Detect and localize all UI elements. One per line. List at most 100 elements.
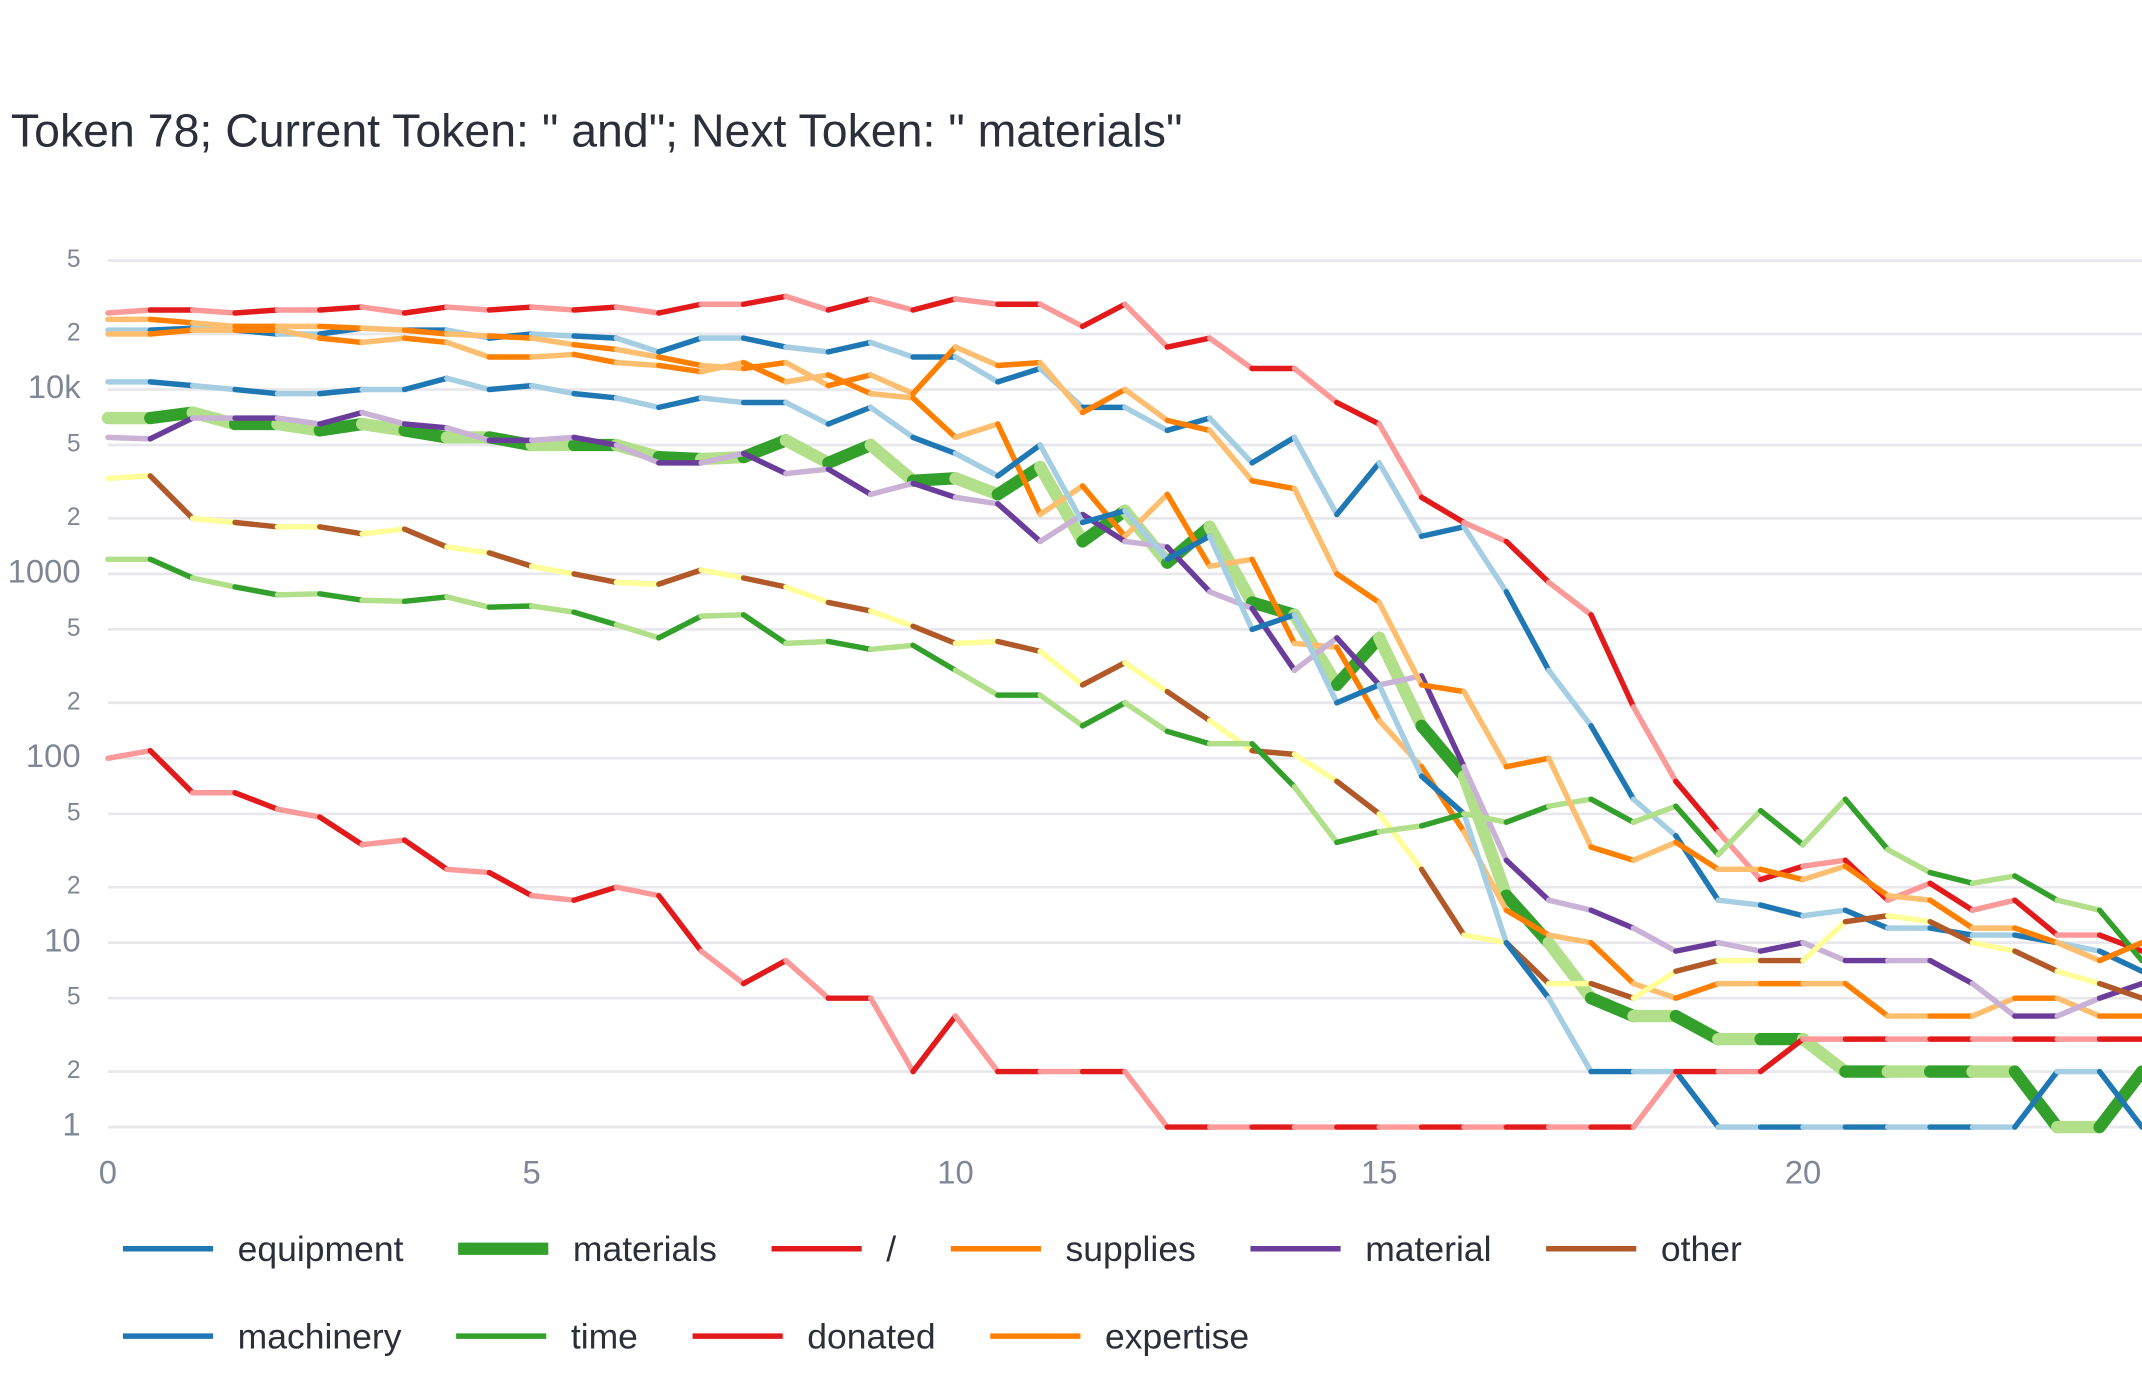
line-segment [317,323,365,331]
line-segment [825,296,874,313]
y-tick-label: 5 [67,984,81,1011]
line-segment [1842,863,1891,899]
line-segment [783,399,832,427]
line-segment [1291,365,1340,406]
line-segment [1206,589,1255,612]
line-segment [656,354,704,369]
line-segment [528,563,577,577]
line-segment [867,404,916,441]
line-segment [1800,939,1849,964]
line-segment [1715,897,1764,908]
line-segment [1291,434,1340,518]
legend-item: / [771,1229,896,1269]
line-segment [864,438,920,487]
line-segment [1588,612,1637,710]
line-segment [1334,778,1382,817]
y-tick-label: 5 [67,431,81,458]
line-segment [1037,692,1086,729]
y-tick-label: 1 [62,1106,80,1143]
line-segment [740,612,789,647]
line-segment [1800,907,1849,919]
line-segment [1503,857,1552,903]
line-segment [356,417,411,437]
line-segment [486,304,535,313]
line-segment [867,480,916,498]
line-segment [1334,635,1382,688]
line-segment [2096,939,2142,964]
line-segment [1164,491,1213,570]
legend-label: donated [807,1316,935,1356]
line-segment [906,472,962,487]
line-segment [2012,948,2060,974]
legend-label: equipment [238,1229,404,1269]
line-segment [1164,728,1213,747]
line-segment [1334,399,1382,427]
line-segment [1800,796,1849,848]
y-tick-label: 5 [67,246,81,273]
line-segment [613,442,662,466]
line-segment [822,438,877,470]
line-segment [740,335,789,350]
line-segment [1461,519,1510,545]
line-segment [528,434,577,444]
line-segment [1461,932,1510,946]
line-segment [698,567,747,581]
line-segment [1079,301,1128,330]
line-segment [867,339,916,360]
y-tick-label: 5 [67,615,81,642]
line-segment [613,359,662,369]
line-segment [867,390,916,401]
line-segment [1418,866,1467,938]
line-segment [656,395,704,411]
line-segment [1885,892,1933,903]
line-segment [1037,301,1086,330]
line-segment [189,307,238,316]
line-segment [1418,811,1467,829]
line-segment [1503,538,1552,586]
line-segment [105,747,154,762]
line-segment [991,460,1047,501]
line-segment [147,556,196,581]
line-segment [1164,688,1213,724]
y-tick-label: 2 [67,873,81,900]
line-segment [444,594,493,610]
line-segment [1584,992,1640,1023]
line-segment [1757,939,1806,954]
line-segment [1334,644,1382,724]
line-segment [910,434,959,457]
y-tick-label: 2 [67,688,81,715]
line-segment [189,382,238,393]
line-segment [740,359,789,372]
line-segment [656,335,704,355]
legend-item: other [1546,1229,1742,1269]
line-segment [698,362,747,372]
line-segment [783,293,832,313]
line-segment [1630,796,1679,839]
line-segment [359,597,408,605]
line-segment [1037,648,1086,688]
line-segment [1969,995,2018,1019]
line-segment [825,466,874,498]
line-segment [1418,764,1467,835]
line-segment [783,372,832,385]
line-segment [910,1013,959,1075]
line-segment [232,790,281,812]
line-segment [401,526,450,550]
line-segment [359,409,408,427]
line-segment [1630,968,1679,1001]
legend-label: machinery [238,1316,402,1356]
line-segment [952,344,1001,369]
line-segment [1376,823,1425,835]
y-tick-label: 2 [67,504,81,531]
line-segment [1800,857,1849,869]
line-segment [401,327,450,337]
line-segment [528,382,577,397]
line-segment [105,307,154,316]
line-segment [825,372,874,397]
line-segment [1079,508,1128,526]
y-tick-label: 10k [28,368,81,405]
line-segment [1037,359,1086,416]
line-segment [486,382,535,393]
line-segment [1630,980,1679,1001]
